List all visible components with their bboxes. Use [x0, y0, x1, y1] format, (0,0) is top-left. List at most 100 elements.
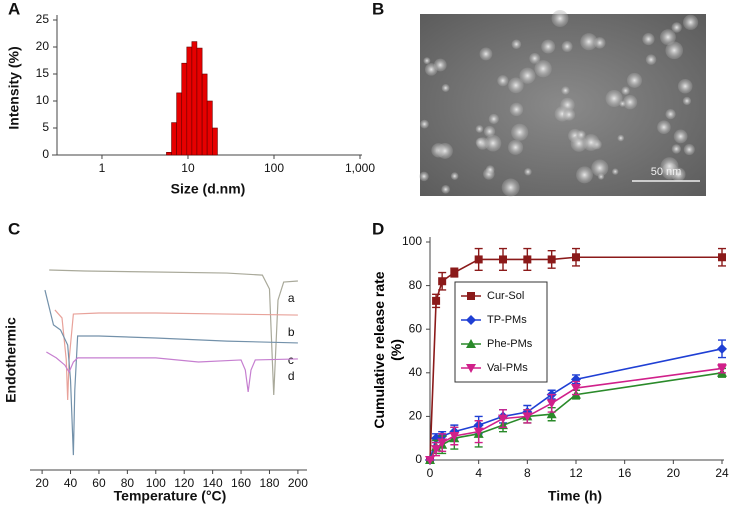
particle: [441, 185, 450, 194]
bar: [181, 62, 188, 156]
marker: [466, 364, 476, 373]
x-axis-title: Size (d.nm): [171, 181, 246, 197]
y-tick-label: 80: [409, 278, 423, 292]
y-tick-label: 20: [409, 409, 423, 423]
y-tick-label: 60: [409, 321, 423, 335]
x-tick-label: 1: [99, 161, 106, 175]
particle: [551, 10, 569, 27]
series-line: [54, 309, 298, 400]
particle: [570, 135, 588, 152]
particle: [660, 29, 676, 46]
particle: [441, 84, 450, 92]
particle: [576, 166, 593, 184]
particle: [645, 54, 657, 65]
particle: [642, 33, 655, 46]
y-axis-title: Cumulative release rate (%): [371, 271, 404, 429]
x-tick-label: 200: [288, 476, 308, 490]
marker: [717, 343, 727, 354]
particle: [475, 125, 484, 133]
y-tick-label: 5: [42, 120, 49, 134]
particle: [622, 95, 638, 110]
panel-label: B: [372, 0, 384, 18]
particle: [665, 109, 676, 120]
marker: [438, 277, 447, 286]
marker: [523, 255, 532, 264]
x-tick-label: 10: [181, 161, 195, 175]
particle: [508, 77, 524, 94]
particle: [488, 113, 499, 125]
particle: [541, 39, 556, 54]
x-tick-label: 20: [35, 476, 49, 490]
particle: [682, 96, 692, 106]
particle: [619, 100, 626, 107]
bar: [201, 73, 208, 156]
x-tick-label: 16: [618, 466, 632, 480]
marker: [499, 255, 507, 264]
x-tick-label: 100: [146, 476, 166, 490]
series-line: [44, 289, 298, 456]
particle: [617, 134, 625, 142]
particle: [562, 108, 576, 121]
particle: [419, 171, 429, 182]
particle: [485, 165, 495, 175]
tem-image: [419, 10, 706, 197]
particle: [501, 178, 520, 197]
particle: [450, 172, 459, 180]
particle: [511, 123, 529, 141]
series-label: a: [288, 291, 295, 305]
series-label: b: [288, 325, 295, 339]
particle: [497, 75, 509, 87]
particle: [479, 47, 493, 61]
particle: [673, 129, 688, 144]
particle: [621, 86, 630, 95]
series-line: [429, 256, 722, 461]
particle: [591, 159, 609, 177]
y-axis-title: Endothermic: [3, 317, 19, 403]
particle: [582, 134, 600, 151]
x-tick-label: 20: [667, 466, 681, 480]
marker: [546, 399, 557, 409]
particle: [671, 167, 686, 182]
x-tick-label: 60: [92, 476, 106, 490]
panel-label: C: [8, 219, 20, 238]
particle: [424, 63, 438, 76]
x-tick-label: 180: [259, 476, 279, 490]
particle: [612, 168, 619, 175]
series-line: [46, 351, 298, 393]
y-tick-label: 40: [409, 365, 423, 379]
bar: [166, 152, 172, 156]
y-tick-label: 10: [36, 93, 50, 107]
y-tick-label: 15: [36, 66, 50, 80]
marker: [449, 432, 460, 442]
legend-label: TP-PMs: [487, 314, 527, 326]
x-tick-label: 0: [427, 466, 434, 480]
bar: [206, 100, 213, 156]
particle: [671, 22, 682, 33]
marker: [546, 409, 557, 419]
series-label: c: [288, 353, 294, 367]
marker: [473, 427, 484, 437]
marker: [571, 384, 581, 394]
x-tick-label: 80: [121, 476, 135, 490]
marker: [718, 253, 726, 262]
particle: [509, 102, 524, 117]
particle: [436, 142, 453, 159]
marker: [437, 438, 448, 448]
marker: [572, 253, 580, 262]
y-tick-label: 20: [36, 39, 50, 53]
x-tick-label: 120: [174, 476, 194, 490]
scale-bar-label: 50 nm: [651, 166, 682, 178]
particle: [682, 14, 699, 30]
particle: [483, 125, 496, 138]
marker: [431, 445, 442, 455]
y-tick-label: 0: [42, 147, 49, 161]
x-axis-title: Time (h): [548, 488, 602, 504]
particle: [683, 144, 695, 156]
bar: [171, 122, 177, 156]
bar: [212, 127, 218, 156]
x-tick-label: 1,000: [345, 161, 375, 175]
particle: [508, 139, 524, 155]
x-tick-label: 140: [203, 476, 223, 490]
marker: [717, 364, 727, 374]
